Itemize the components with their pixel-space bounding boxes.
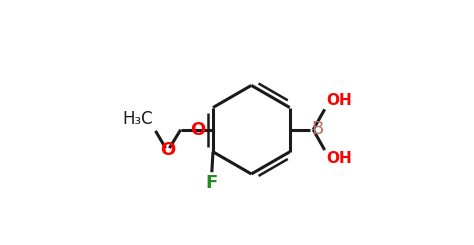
Text: O: O xyxy=(190,121,205,139)
Text: O: O xyxy=(160,141,175,159)
Text: OH: OH xyxy=(326,93,352,108)
Text: OH: OH xyxy=(326,151,352,166)
Text: H₃C: H₃C xyxy=(122,110,153,128)
Text: F: F xyxy=(206,174,218,192)
Text: B: B xyxy=(311,120,323,138)
